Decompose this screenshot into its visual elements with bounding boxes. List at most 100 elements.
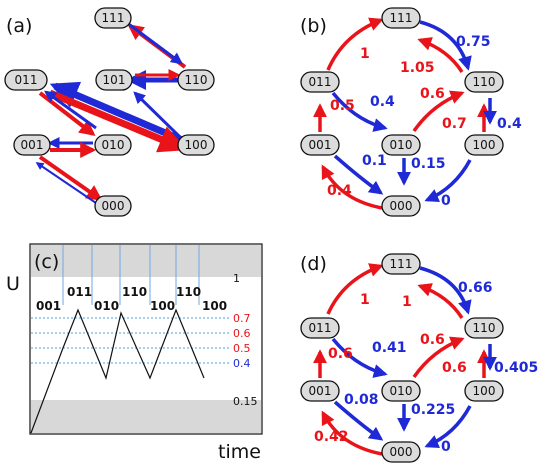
svg-text:010: 010 [390,384,413,398]
y-axis-label: U [6,273,20,295]
arrow-b-001-000-blue [333,154,384,195]
node-a-011: 011 [4,69,48,91]
svg-text:001: 001 [309,384,332,398]
rate-d-100-000: 0 [441,439,451,455]
svg-text:110: 110 [185,73,208,87]
arrow-b-000-001-red [321,164,383,210]
arrow-b-111-110-blue [419,20,472,71]
rate-d-110-100: 0.405 [494,360,538,376]
x-axis-label: time [218,441,261,463]
rate-d-110-111: 1 [402,294,412,310]
arrow-d-011-010-blue [331,337,388,378]
rate-b-000-001: 0.4 [327,183,352,199]
svg-text:111: 111 [390,11,413,25]
rate-d-011-010: 0.41 [372,340,407,356]
panel-d-label: (d) [300,253,327,275]
state-label-001: 001 [36,299,61,313]
panel-a-label: (a) [6,15,32,37]
node-b-100: 100 [464,134,504,156]
level-05: 0.5 [233,342,251,355]
rate-b-110-100: 0.4 [497,116,522,132]
level-06: 0.6 [233,327,251,340]
state-label-110b: 110 [176,285,201,299]
node-a-100: 100 [177,134,215,156]
svg-text:011: 011 [15,73,38,87]
node-a-110: 110 [177,69,215,91]
panel-b: (b) 111 011 110 001 010 100 000 1 0.75 1… [300,7,522,217]
node-b-001: 001 [300,134,340,156]
node-b-110: 110 [464,71,504,93]
svg-text:100: 100 [185,138,208,152]
transition-lines [62,245,200,305]
arrow-d-111-110-blue [419,266,472,315]
arrow-d-011-111-red [326,263,384,315]
panel-b-arrows [313,17,497,210]
level-07: 0.7 [233,312,251,325]
svg-text:001: 001 [21,138,44,152]
panel-c-label: (c) [34,251,59,273]
node-d-010: 010 [381,380,421,402]
rate-d-000-001: 0.42 [314,429,349,445]
node-a-101: 101 [95,69,133,91]
level-015: 0.15 [233,395,258,408]
svg-text:110: 110 [473,75,496,89]
rate-d-001-000: 0.08 [344,392,379,408]
rate-b-011-010: 0.4 [370,94,395,110]
arrow-b-100-000-blue [424,159,472,203]
arrow-b-110-111-red [417,37,464,73]
node-d-110: 110 [464,317,504,339]
node-d-000: 000 [381,441,421,463]
arrow-a-111-110-blue [125,20,183,65]
rate-b-111-110: 0.75 [456,34,491,50]
arrow-a-001-000-red [38,155,103,201]
arrow-b-011-010-blue [331,91,388,132]
rate-b-011-111: 1 [360,46,370,62]
svg-text:000: 000 [390,199,413,213]
node-b-011: 011 [300,71,340,93]
rate-d-010-110: 0.6 [420,332,445,348]
arrow-d-000-001-red [321,410,383,456]
arrow-a-000-001-blue [35,162,97,204]
arrow-d-110-111-red [417,283,464,319]
state-label-100b: 100 [202,299,227,313]
svg-text:110: 110 [473,321,496,335]
rate-b-010-000: 0.15 [411,156,446,172]
state-label-010: 010 [94,299,119,313]
rate-b-001-011: 0.5 [330,98,355,114]
svg-text:000: 000 [390,445,413,459]
level-lines [31,317,230,364]
svg-text:111: 111 [102,11,125,25]
arrow-d-001-000-blue [333,400,384,441]
node-a-010: 010 [94,134,132,156]
state-label-011: 011 [67,285,92,299]
node-d-111: 111 [381,253,421,275]
node-b-111: 111 [381,7,421,29]
arrow-d-010-110-red [412,336,465,378]
arrow-d-100-000-blue [424,405,472,449]
panel-b-label: (b) [300,15,327,37]
svg-text:101: 101 [103,73,126,87]
rate-b-100-110: 0.7 [442,116,467,132]
rate-d-111-110: 0.66 [458,280,493,296]
arrow-b-010-110-red [412,90,465,132]
svg-text:010: 010 [390,138,413,152]
level-04: 0.4 [233,357,251,370]
state-label-100: 100 [150,299,175,313]
svg-text:111: 111 [390,257,413,271]
svg-text:011: 011 [309,321,332,335]
node-a-001: 001 [13,134,51,156]
rate-d-001-011: 0.6 [328,346,353,362]
panel-d-arrows [313,263,497,456]
rate-b-100-000: 0 [441,193,451,209]
gray-band-bottom [31,400,261,433]
panel-a: (a) 111 011 101 110 001 010 100 000 [4,7,215,217]
node-d-100: 100 [464,380,504,402]
svg-text:011: 011 [309,75,332,89]
rate-b-001-000: 0.1 [362,153,387,169]
node-b-000: 000 [381,195,421,217]
node-b-010: 010 [381,134,421,156]
node-a-111: 111 [94,7,132,29]
arrow-a-010-011-blue [44,90,97,130]
node-a-000: 000 [94,195,132,217]
